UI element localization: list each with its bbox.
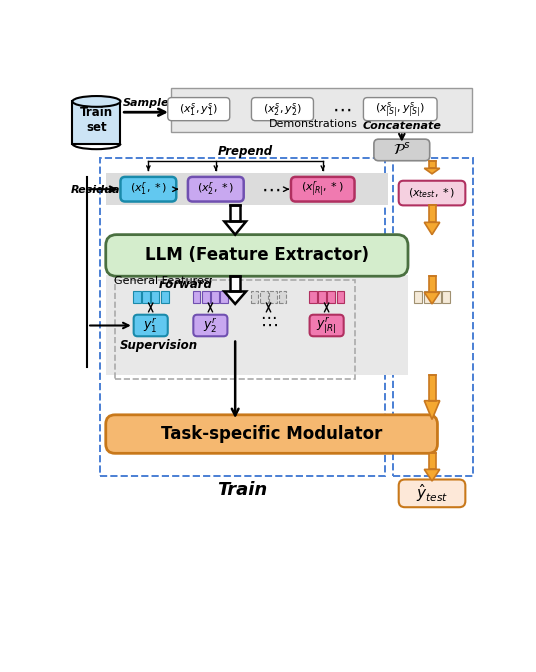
- Bar: [429, 161, 436, 168]
- FancyBboxPatch shape: [188, 177, 244, 202]
- Text: $(x_2^r,*)$: $(x_2^r,*)$: [197, 181, 234, 198]
- FancyBboxPatch shape: [193, 314, 227, 336]
- Bar: [202, 291, 210, 303]
- Text: $\cdots$: $\cdots$: [261, 179, 280, 199]
- Polygon shape: [425, 168, 440, 174]
- Bar: [423, 291, 431, 303]
- Text: $\hat{y}_{test}$: $\hat{y}_{test}$: [416, 482, 448, 504]
- Text: $\cdots$: $\cdots$: [260, 307, 277, 325]
- Bar: [142, 291, 150, 303]
- Text: Sample: Sample: [123, 97, 169, 108]
- FancyBboxPatch shape: [133, 314, 168, 336]
- Bar: [429, 206, 436, 222]
- Bar: [152, 291, 159, 303]
- Text: $(x_1^r,*)$: $(x_1^r,*)$: [130, 181, 167, 198]
- Text: Demonstrations: Demonstrations: [269, 119, 358, 129]
- Bar: [429, 454, 436, 470]
- Bar: [429, 454, 436, 470]
- FancyBboxPatch shape: [374, 139, 430, 161]
- Bar: [429, 276, 436, 292]
- Bar: [171, 88, 472, 132]
- Polygon shape: [425, 292, 440, 304]
- Bar: [442, 291, 450, 303]
- FancyBboxPatch shape: [106, 415, 437, 454]
- Text: $\cdots$: $\cdots$: [332, 99, 352, 119]
- Bar: [429, 206, 436, 222]
- Bar: [211, 291, 219, 303]
- FancyBboxPatch shape: [310, 314, 344, 336]
- Bar: [230, 206, 240, 222]
- Polygon shape: [425, 470, 440, 481]
- FancyBboxPatch shape: [251, 97, 314, 121]
- Bar: [251, 291, 258, 303]
- Bar: [337, 291, 345, 303]
- Bar: [318, 291, 326, 303]
- Bar: [429, 375, 436, 401]
- Bar: [106, 275, 408, 375]
- FancyBboxPatch shape: [168, 97, 230, 121]
- Bar: [327, 291, 335, 303]
- Bar: [260, 291, 267, 303]
- Text: $y_2^r$: $y_2^r$: [203, 317, 218, 335]
- Polygon shape: [225, 292, 246, 304]
- Bar: [414, 291, 422, 303]
- Polygon shape: [225, 222, 246, 235]
- Bar: [220, 291, 228, 303]
- Bar: [106, 173, 388, 206]
- FancyBboxPatch shape: [363, 97, 437, 121]
- Text: Task-specific Modulator: Task-specific Modulator: [161, 425, 382, 443]
- Polygon shape: [425, 401, 440, 419]
- FancyBboxPatch shape: [399, 480, 465, 507]
- Text: Forward: Forward: [159, 278, 212, 291]
- Text: $(x_{|R|}^r,*)$: $(x_{|R|}^r,*)$: [301, 180, 344, 198]
- Bar: [72, 101, 121, 144]
- Bar: [230, 206, 240, 222]
- Bar: [161, 291, 168, 303]
- Bar: [429, 375, 436, 401]
- Text: Concatenate: Concatenate: [362, 122, 441, 132]
- Text: Test: Test: [411, 481, 453, 499]
- Text: $(x_{|S|}^s, y_{|S|}^s)$: $(x_{|S|}^s, y_{|S|}^s)$: [375, 99, 425, 118]
- Text: Prepend: Prepend: [218, 145, 273, 158]
- Text: Residual: Residual: [71, 185, 124, 195]
- Text: $\mathcal{P}^s$: $\mathcal{P}^s$: [393, 142, 411, 158]
- Text: $(x_1^s, y_1^s)$: $(x_1^s, y_1^s)$: [179, 101, 218, 118]
- Text: $y_1^r$: $y_1^r$: [144, 317, 158, 335]
- FancyBboxPatch shape: [106, 235, 408, 276]
- Polygon shape: [425, 222, 440, 235]
- Bar: [269, 291, 277, 303]
- FancyBboxPatch shape: [291, 177, 354, 202]
- Text: General Features: General Features: [114, 276, 209, 286]
- Bar: [429, 161, 436, 168]
- Text: LLM (Feature Extractor): LLM (Feature Extractor): [145, 247, 369, 264]
- Bar: [429, 276, 436, 292]
- Bar: [133, 291, 140, 303]
- Text: $\cdots$: $\cdots$: [259, 316, 278, 334]
- Text: $(x_{test},*)$: $(x_{test},*)$: [408, 186, 456, 200]
- Bar: [230, 276, 240, 292]
- Text: Train: Train: [217, 481, 267, 499]
- Ellipse shape: [72, 96, 121, 107]
- Bar: [279, 291, 286, 303]
- Text: $(x_2^s, y_2^s)$: $(x_2^s, y_2^s)$: [263, 101, 302, 118]
- Bar: [309, 291, 317, 303]
- FancyBboxPatch shape: [121, 177, 176, 202]
- Text: Supervision: Supervision: [120, 339, 198, 351]
- Bar: [230, 276, 240, 292]
- Bar: [433, 291, 441, 303]
- Bar: [192, 291, 200, 303]
- FancyBboxPatch shape: [399, 181, 465, 206]
- Text: Train
set: Train set: [80, 106, 113, 134]
- Text: $y_{|R|}^r$: $y_{|R|}^r$: [316, 315, 337, 335]
